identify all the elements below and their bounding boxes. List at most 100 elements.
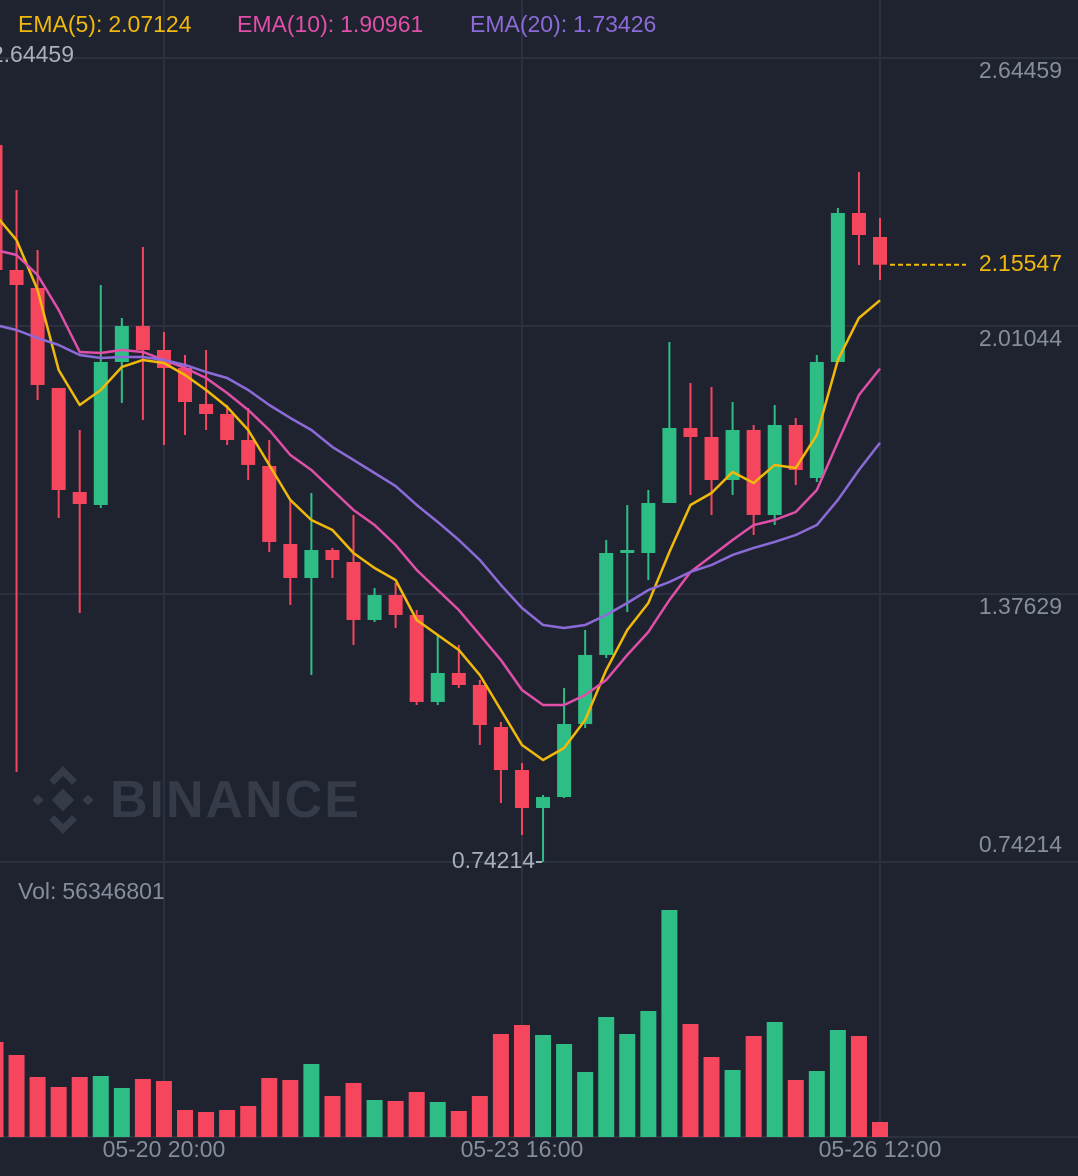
volume-bar — [829, 1030, 846, 1137]
candle-body — [367, 595, 382, 620]
volume-bar — [661, 910, 678, 1137]
volume-bar — [556, 1043, 573, 1137]
candle-body — [283, 544, 298, 578]
volume-bar — [29, 1076, 46, 1137]
x-tick-label: 05-20 20:00 — [103, 1136, 226, 1162]
volume-bar — [282, 1080, 299, 1137]
ema-line — [0, 249, 881, 707]
volume-bar — [703, 1057, 720, 1137]
candle-body — [388, 595, 403, 615]
volume-bar — [261, 1078, 278, 1137]
legend-name: EMA(20): — [470, 11, 567, 37]
min-price-label: 0.74214 — [452, 847, 535, 873]
legend-value: 2.07124 — [108, 11, 191, 37]
legend-entry: EMA(5): 2.07124 — [18, 11, 192, 37]
volume-bar — [408, 1092, 425, 1137]
y-tick-label: 2.64459 — [979, 57, 1062, 83]
candle-body — [704, 436, 719, 480]
volume-bar — [324, 1096, 341, 1137]
volume-bar — [450, 1110, 467, 1137]
candle-body — [641, 503, 656, 554]
volume-bar — [724, 1069, 741, 1137]
volume-bar — [0, 1041, 4, 1137]
y-tick-label: 1.37629 — [979, 593, 1062, 619]
candle-body — [241, 439, 256, 465]
legend-entry: EMA(10): 1.90961 — [237, 11, 423, 37]
candle-body — [493, 726, 508, 771]
candle-body — [346, 562, 361, 620]
volume-bar — [850, 1035, 867, 1137]
y-tick-label: 2.01044 — [979, 325, 1062, 351]
volume-bar — [8, 1055, 25, 1137]
volume-bar — [577, 1071, 594, 1137]
candle-body — [683, 427, 698, 437]
grid — [0, 0, 1078, 1137]
candle-body — [135, 325, 150, 350]
candle-body — [620, 550, 635, 554]
volume-bar — [303, 1064, 320, 1137]
x-tick-label: 05-26 12:00 — [819, 1136, 942, 1162]
legend-value: 1.90961 — [340, 11, 423, 37]
legend-value: 1.73426 — [573, 11, 656, 37]
candles — [0, 144, 887, 862]
volume-legend-value: 56346801 — [62, 878, 164, 904]
volume-bar — [872, 1121, 888, 1137]
volume-bar — [640, 1011, 657, 1137]
candle-body — [9, 269, 24, 285]
candle-body — [430, 672, 445, 702]
volume-bar — [766, 1021, 783, 1137]
volume-bar — [71, 1076, 88, 1137]
candle-body — [662, 427, 677, 504]
labels: 0.74214 1.37629 2.01044 2.64459 05-20 20:00 0… — [0, 11, 1062, 1162]
candle-body — [514, 770, 529, 809]
volume-bar — [745, 1035, 762, 1137]
candle-body — [599, 553, 614, 655]
candle-body — [767, 424, 782, 515]
candle-body — [304, 550, 319, 578]
volume-bar — [787, 1080, 804, 1137]
last-price-label: 2.15547 — [979, 250, 1062, 276]
volume-bar — [387, 1101, 404, 1137]
volume-bar — [345, 1082, 362, 1137]
candle-body — [451, 672, 466, 685]
volume-bar — [177, 1110, 194, 1137]
ema-line — [0, 324, 881, 630]
candle-body — [0, 144, 3, 270]
candle-body — [262, 465, 277, 542]
candle-body — [578, 654, 593, 724]
candle-body — [30, 287, 45, 385]
y-tick-label: 0.74214 — [979, 831, 1062, 857]
volume-legend: Vol: 56346801 — [18, 878, 165, 904]
ema-line — [0, 218, 881, 762]
volume-bar — [134, 1078, 151, 1137]
volume-bar — [619, 1034, 636, 1137]
volume-bar — [240, 1105, 257, 1137]
volume-bar — [429, 1101, 446, 1137]
candle-body — [725, 429, 740, 480]
candle-body — [873, 237, 887, 265]
volume-bar — [366, 1099, 383, 1137]
volume-bar — [155, 1080, 172, 1137]
volume-bar — [92, 1076, 109, 1137]
volume-bar — [808, 1071, 825, 1137]
candle-body — [199, 403, 214, 415]
volume-bar — [113, 1087, 130, 1137]
candle-body — [409, 614, 424, 702]
candle-body — [51, 387, 66, 490]
candle-body — [472, 684, 487, 726]
candle-body — [325, 550, 340, 560]
volume-bar — [50, 1087, 67, 1137]
ema-lines — [0, 218, 881, 762]
candle-body — [851, 213, 866, 235]
candle-body — [93, 361, 108, 505]
volume-bar — [598, 1016, 615, 1137]
volume-legend-name: Vol: — [18, 878, 56, 904]
x-tick-label: 05-23 16:00 — [461, 1136, 584, 1162]
max-price-label: 2.64459 — [0, 41, 74, 67]
legend-name: EMA(10): — [237, 11, 334, 37]
legend-entry: EMA(20): 1.73426 — [470, 11, 656, 37]
watermark-text: BINANCE — [110, 771, 361, 829]
volume-bars — [0, 910, 888, 1137]
candle-body — [557, 723, 572, 798]
